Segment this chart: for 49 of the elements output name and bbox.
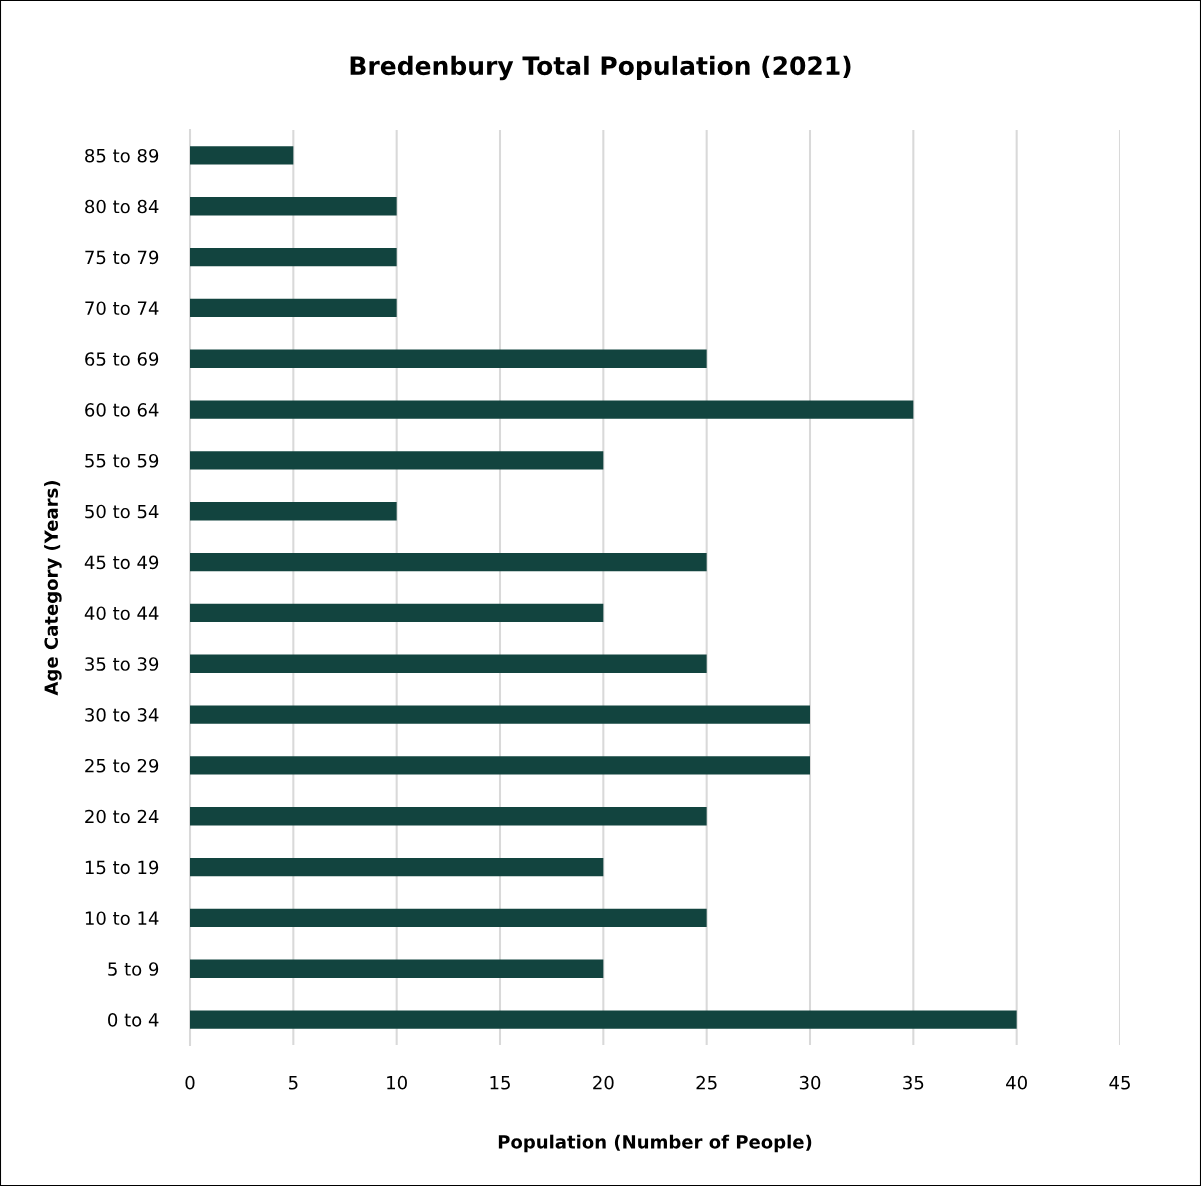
bar	[190, 603, 604, 623]
y-tick-label: 35 to 39	[85, 657, 159, 671]
bar	[190, 502, 397, 521]
y-tick-label: 60 to 64	[85, 403, 159, 417]
bar	[190, 807, 707, 826]
bar	[190, 451, 604, 470]
x-tick-label: 35	[903, 1075, 924, 1090]
bar	[190, 298, 397, 318]
bar	[190, 349, 707, 368]
y-axis-title: Age Category (Years)	[44, 481, 62, 696]
bar	[190, 247, 397, 267]
y-tick-label: 65 to 69	[85, 352, 159, 366]
y-tick-label: 30 to 34	[85, 708, 159, 722]
x-tick-label: 5	[288, 1076, 298, 1090]
x-tick-label: 45	[1109, 1076, 1130, 1090]
y-tick-label: 50 to 54	[85, 504, 159, 519]
x-tick-label: 15	[490, 1076, 510, 1090]
bar	[190, 756, 810, 775]
bar	[190, 197, 397, 216]
bar	[190, 654, 707, 673]
y-tick-label: 20 to 24	[85, 809, 159, 824]
bar	[190, 857, 604, 877]
y-tick-label: 15 to 19	[85, 860, 159, 875]
bar	[190, 908, 707, 928]
bar	[190, 959, 604, 978]
y-tick-label: 25 to 29	[85, 758, 159, 773]
x-tick-label: 10	[387, 1075, 407, 1090]
bar	[190, 705, 810, 724]
y-tick-label: 80 to 84	[85, 199, 159, 214]
y-tick-label: 70 to 74	[85, 301, 159, 316]
bar	[190, 552, 707, 572]
y-tick-label: 40 to 44	[84, 606, 159, 621]
chart-title: Bredenbury Total Population (2021)	[350, 55, 851, 81]
y-tick-label: 45 to 49	[84, 555, 159, 570]
y-tick-label: 0 to 4	[108, 1013, 159, 1027]
x-tick-label: 20	[593, 1075, 614, 1090]
bar	[190, 1010, 1017, 1029]
y-tick-label: 55 to 59	[85, 453, 159, 468]
bar	[190, 400, 914, 419]
y-tick-label: 10 to 14	[85, 911, 159, 926]
bar	[190, 146, 294, 165]
y-tick-label: 5 to 9	[108, 962, 159, 976]
x-tick-label: 30	[799, 1075, 821, 1090]
x-tick-label: 0	[185, 1075, 195, 1090]
x-axis-title: Population (Number of People)	[498, 1134, 812, 1153]
y-tick-label: 85 to 89	[85, 148, 159, 163]
y-tick-label: 75 to 79	[85, 250, 159, 265]
x-tick-label: 40	[1006, 1075, 1027, 1090]
x-tick-label: 25	[696, 1075, 717, 1090]
